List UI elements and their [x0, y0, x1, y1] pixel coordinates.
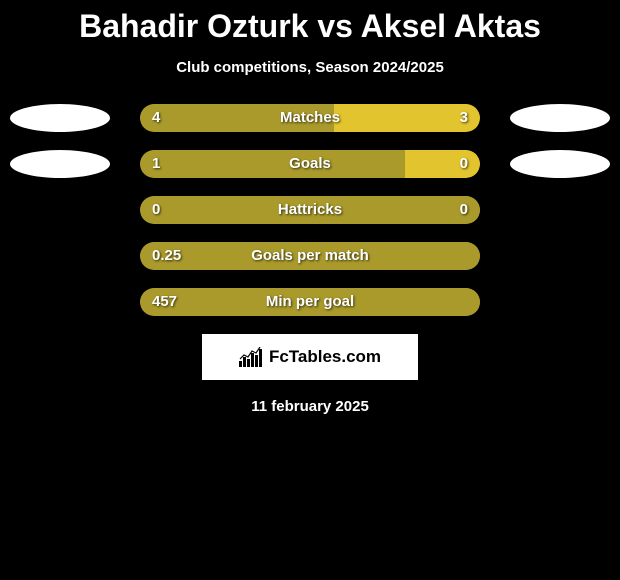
stat-left-value: 0	[152, 196, 160, 224]
stat-row: Goals1 0	[0, 150, 620, 178]
player-right-icon	[510, 150, 610, 178]
logo-box: FcTables.com	[202, 334, 418, 380]
stat-left-value: 4	[152, 104, 160, 132]
stat-right-value: 0	[460, 150, 468, 178]
stat-label: Min per goal	[140, 288, 480, 316]
page-title: Bahadir Ozturk vs Aksel Aktas	[0, 0, 620, 45]
stat-bar: Min per goal457	[140, 288, 480, 316]
stat-bar: Goals1 0	[140, 150, 480, 178]
stat-bar: Matches4 3	[140, 104, 480, 132]
stat-row: Goals per match0.25	[0, 242, 620, 270]
stat-row: Hattricks0 0	[0, 196, 620, 224]
logo-text: FcTables.com	[269, 347, 381, 367]
player-left-icon	[10, 104, 110, 132]
stat-label: Matches	[140, 104, 480, 132]
stat-row: Min per goal457	[0, 288, 620, 316]
stat-left-value: 0.25	[152, 242, 181, 270]
stat-left-value: 1	[152, 150, 160, 178]
stat-right-value: 0	[460, 196, 468, 224]
stat-label: Hattricks	[140, 196, 480, 224]
bar-chart-icon	[239, 347, 263, 367]
stat-left-value: 457	[152, 288, 177, 316]
player-right-icon	[510, 104, 610, 132]
stat-bar: Goals per match0.25	[140, 242, 480, 270]
date-label: 11 february 2025	[0, 398, 620, 415]
stat-label: Goals per match	[140, 242, 480, 270]
stat-row: Matches4 3	[0, 104, 620, 132]
subtitle: Club competitions, Season 2024/2025	[0, 59, 620, 76]
stat-label: Goals	[140, 150, 480, 178]
player-left-icon	[10, 150, 110, 178]
stat-bar: Hattricks0 0	[140, 196, 480, 224]
comparison-chart: Matches43Goals10Hattricks00Goals per mat…	[0, 104, 620, 316]
stat-right-value: 3	[460, 104, 468, 132]
